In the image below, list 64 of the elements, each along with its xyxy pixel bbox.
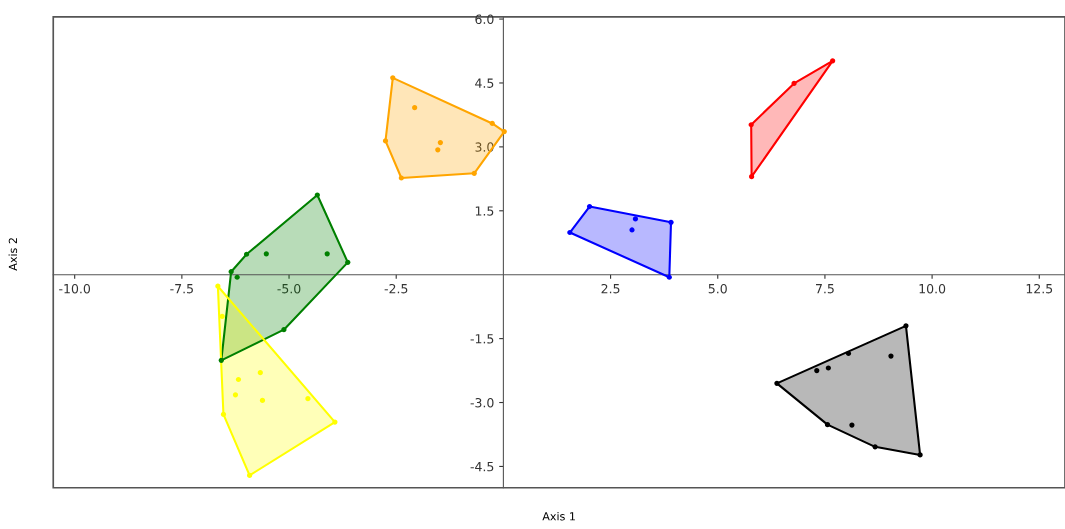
point <box>825 365 831 371</box>
point <box>668 219 674 225</box>
point <box>567 229 573 236</box>
point <box>774 380 780 386</box>
point <box>398 175 404 181</box>
x-tick-label: -7.5 <box>170 284 193 294</box>
point <box>259 397 266 403</box>
point <box>632 216 639 222</box>
x-axis-title: Axis 1 <box>542 511 575 521</box>
x-tick-label: 5.0 <box>708 283 727 294</box>
point <box>586 203 593 210</box>
point <box>666 274 672 280</box>
point <box>437 140 443 146</box>
point <box>324 251 330 257</box>
point <box>220 411 227 418</box>
point <box>917 452 923 458</box>
point <box>232 392 239 398</box>
point <box>791 80 797 86</box>
point <box>471 170 477 176</box>
point <box>234 274 240 280</box>
point <box>382 138 389 144</box>
point <box>629 227 635 233</box>
point <box>830 58 836 64</box>
point <box>244 251 250 257</box>
point <box>390 75 396 81</box>
point <box>872 444 878 450</box>
point <box>228 269 234 275</box>
x-tick-label: 7.5 <box>816 284 834 294</box>
point <box>888 353 894 359</box>
point <box>903 323 909 329</box>
y-tick-label: -3.0 <box>470 398 494 408</box>
point <box>247 472 253 478</box>
point <box>435 147 441 153</box>
point <box>281 327 287 333</box>
x-tick-label: 2.5 <box>601 283 620 294</box>
x-tick-label: -5.0 <box>277 283 301 294</box>
x-tick-label: -10.0 <box>59 283 91 294</box>
x-tick-label: -2.5 <box>384 283 408 294</box>
point <box>263 251 269 257</box>
y-axis-title: Axis 2 <box>8 238 18 271</box>
y-tick-label: -1.5 <box>470 334 494 344</box>
point <box>412 105 418 111</box>
point <box>814 367 820 374</box>
x-tick-label: 12.5 <box>1026 283 1053 294</box>
point <box>749 174 755 180</box>
point <box>748 122 754 128</box>
y-tick-label: -4.5 <box>470 462 494 472</box>
point <box>332 419 338 425</box>
point <box>345 259 351 265</box>
point <box>314 192 320 198</box>
point <box>218 357 224 363</box>
point <box>235 376 242 383</box>
x-tick-label: 10.0 <box>919 283 946 294</box>
point <box>305 396 311 402</box>
point <box>845 350 852 357</box>
point <box>824 422 831 428</box>
y-tick-label: 4.5 <box>475 78 494 88</box>
y-tick-label: 1.5 <box>475 206 494 216</box>
point <box>501 128 507 135</box>
point <box>489 120 495 127</box>
point <box>849 422 855 428</box>
point <box>257 370 263 376</box>
point <box>219 313 225 320</box>
point <box>215 283 221 289</box>
